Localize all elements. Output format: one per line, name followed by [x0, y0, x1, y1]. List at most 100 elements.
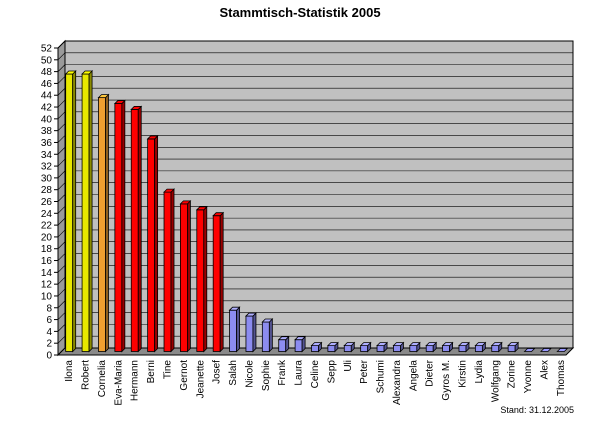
bar-side — [121, 99, 126, 353]
plot-area: 0246810121416182022242628303234363840424… — [41, 39, 575, 406]
y-tick-label: 36 — [41, 138, 53, 149]
x-tick-label: Jeanette — [195, 360, 206, 399]
grid-line-side — [57, 276, 66, 285]
x-tick-label: Cornelia — [97, 360, 108, 398]
bar — [65, 73, 74, 352]
bar-side — [154, 134, 159, 353]
y-tick-label: 22 — [41, 221, 53, 232]
grid-line-side — [57, 158, 66, 167]
x-tick-label: Schumi — [376, 360, 387, 393]
grid-line-side — [57, 335, 66, 344]
grid-line-side — [57, 217, 66, 226]
x-tick-label: Tine — [163, 360, 174, 380]
y-tick-label: 50 — [41, 55, 53, 66]
y-tick-label: 40 — [41, 114, 53, 125]
grid-line-side — [57, 170, 66, 179]
bar — [163, 191, 172, 352]
bar — [261, 321, 270, 352]
x-tick-label: Peter — [359, 359, 370, 384]
bar-top — [408, 342, 421, 346]
bar-side — [236, 306, 240, 353]
bar-side — [170, 188, 175, 353]
bar — [491, 345, 500, 352]
y-tick-label: 24 — [41, 209, 53, 220]
chart-title: Stammtisch-Statistik 2005 — [219, 5, 380, 20]
grid-line-side — [57, 135, 66, 143]
y-tick-label: 6 — [46, 315, 52, 326]
x-tick-label: Alex — [539, 360, 550, 379]
x-tick-label: Uli — [343, 360, 354, 372]
x-tick-label: Berni — [146, 360, 157, 383]
y-tick-label: 48 — [41, 67, 53, 78]
bar-top — [261, 318, 274, 323]
bar-top — [326, 342, 339, 346]
bar-top — [97, 94, 110, 99]
y-tick-label: 2 — [46, 339, 52, 350]
x-tick-label: Gernot — [179, 360, 190, 391]
y-tick-label: 12 — [41, 280, 53, 291]
bar-top — [310, 342, 323, 346]
bar — [147, 138, 156, 352]
x-tick-label: Thomas — [556, 360, 567, 396]
x-tick-label: Laura — [294, 360, 305, 386]
grid-line-side — [57, 52, 66, 61]
bar-top — [195, 206, 208, 211]
bar-top — [64, 70, 77, 75]
grid-line-side — [57, 182, 66, 190]
y-tick-label: 8 — [46, 303, 52, 314]
bar — [196, 209, 205, 352]
bar-top — [458, 342, 470, 346]
y-tick-label: 10 — [41, 291, 53, 302]
bar-flat — [556, 348, 569, 352]
bar — [409, 345, 418, 352]
y-tick-label: 46 — [41, 79, 53, 90]
x-tick-label: Hermann — [130, 360, 141, 401]
bar — [130, 109, 139, 352]
bar-side — [88, 70, 93, 353]
bar-top — [507, 342, 520, 346]
x-tick-label: Angela — [408, 360, 419, 392]
grid-line-side — [57, 300, 66, 308]
grid-line-side — [57, 265, 66, 273]
grid-line-side — [57, 347, 66, 356]
y-tick-label: 44 — [41, 91, 53, 102]
bar-top — [359, 342, 372, 346]
grid-line-side — [57, 288, 66, 297]
grid-line-side — [57, 194, 66, 202]
bar — [507, 345, 516, 352]
grid-line-side — [57, 253, 66, 261]
bar — [212, 215, 221, 352]
bar — [393, 345, 401, 352]
x-tick-label: Frank — [277, 359, 288, 386]
x-tick-label: Zorine — [507, 360, 518, 389]
bar — [278, 339, 287, 352]
x-tick-label: Ilona — [64, 360, 75, 382]
grid-line-side — [57, 99, 66, 108]
bar-top — [277, 336, 290, 341]
bar — [425, 345, 434, 352]
x-tick-label: Celine — [310, 360, 321, 389]
bar-top — [228, 306, 241, 311]
grid-line-side — [57, 76, 66, 84]
grid-line-side — [57, 147, 66, 155]
bar-side — [219, 211, 224, 353]
x-tick-label: Dieter — [425, 359, 436, 386]
bar — [311, 345, 319, 352]
bar-top — [146, 135, 159, 140]
bar — [245, 315, 254, 352]
x-tick-label: Lydia — [474, 360, 485, 384]
bar — [180, 203, 188, 352]
bar — [474, 345, 483, 352]
bar-top — [490, 342, 503, 346]
grid-line-side — [57, 88, 66, 96]
x-tick-label: Sophie — [261, 360, 272, 392]
bar-top — [376, 342, 389, 346]
bar-side — [203, 205, 208, 353]
x-tick-label: Sepp — [326, 360, 337, 384]
bar-side — [268, 318, 273, 353]
bar-top — [343, 342, 356, 346]
bar-top — [163, 188, 175, 193]
bar — [114, 103, 123, 352]
bar — [327, 345, 336, 352]
